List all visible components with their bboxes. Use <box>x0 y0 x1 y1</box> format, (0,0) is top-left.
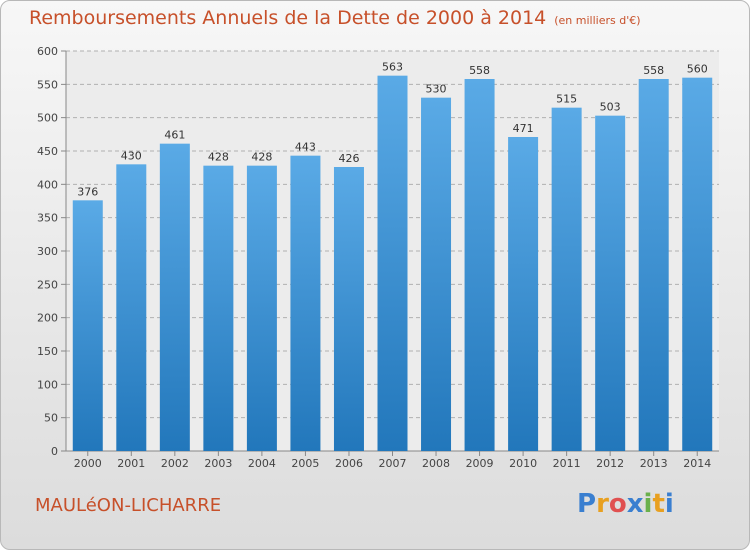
x-tick-label: 2007 <box>379 457 407 470</box>
x-tick-label: 2011 <box>553 457 581 470</box>
bar-value-label: 461 <box>164 129 185 142</box>
logo-letter: P <box>577 489 597 519</box>
bar-2001 <box>116 164 147 452</box>
y-tick-label: 450 <box>37 145 58 158</box>
y-tick-label: 550 <box>37 78 58 91</box>
y-tick-label: 50 <box>44 412 58 425</box>
bar-2009 <box>464 79 495 451</box>
x-tick-label: 2003 <box>204 457 232 470</box>
title-text: Remboursements Annuels de la Dette de 20… <box>29 7 547 29</box>
x-tick-label: 2014 <box>683 457 711 470</box>
logo-letter: i <box>643 489 653 519</box>
bar-value-label: 560 <box>687 63 708 76</box>
y-tick-label: 250 <box>37 278 58 291</box>
bar-2013 <box>638 79 669 451</box>
x-tick-label: 2002 <box>161 457 189 470</box>
x-tick-label: 2006 <box>335 457 363 470</box>
bar-2007 <box>377 75 408 452</box>
bar-value-label: 430 <box>121 149 142 162</box>
x-tick-label: 2001 <box>117 457 145 470</box>
bar-value-label: 471 <box>513 122 534 135</box>
bar-value-label: 376 <box>77 185 98 198</box>
logo-letter: r <box>596 489 609 519</box>
bar-value-label: 558 <box>643 64 664 77</box>
x-tick-label: 2012 <box>596 457 624 470</box>
x-tick-label: 2005 <box>291 457 319 470</box>
y-tick-label: 0 <box>51 445 58 458</box>
title-unit: (en milliers d'€) <box>554 14 641 27</box>
bar-2003 <box>203 165 234 451</box>
logo-letter: x <box>626 489 644 519</box>
x-tick-label: 2008 <box>422 457 450 470</box>
y-tick-label: 300 <box>37 245 58 258</box>
bar-2011 <box>551 107 582 452</box>
logo-letter: i <box>664 489 674 519</box>
bar-value-label: 443 <box>295 141 316 154</box>
y-tick-label: 200 <box>37 312 58 325</box>
bar-value-label: 503 <box>600 101 621 114</box>
place-name: MAULéON-LICHARRE <box>35 495 222 516</box>
x-tick-label: 2010 <box>509 457 537 470</box>
bar-2002 <box>159 143 190 451</box>
bar-value-label: 563 <box>382 61 403 74</box>
x-tick-label: 2000 <box>74 457 102 470</box>
y-tick-label: 100 <box>37 378 58 391</box>
chart-title: Remboursements Annuels de la Dette de 20… <box>29 7 641 29</box>
bar-value-label: 428 <box>208 151 229 164</box>
x-tick-label: 2004 <box>248 457 276 470</box>
proxiti-logo: Proxiti <box>577 489 674 519</box>
bar-2004 <box>246 165 277 451</box>
y-tick-label: 350 <box>37 212 58 225</box>
x-tick-label: 2013 <box>640 457 668 470</box>
bar-value-label: 426 <box>338 152 359 165</box>
bar-2012 <box>595 115 626 452</box>
bar-value-label: 530 <box>426 83 447 96</box>
bar-2000 <box>72 200 103 451</box>
bar-2014 <box>682 77 713 452</box>
logo-letter: t <box>652 489 665 519</box>
bar-2008 <box>421 97 452 452</box>
bar-value-label: 558 <box>469 64 490 77</box>
bar-2010 <box>508 137 539 451</box>
y-tick-label: 600 <box>37 45 58 58</box>
y-tick-label: 400 <box>37 178 58 191</box>
bar-2005 <box>290 155 321 451</box>
bar-value-label: 428 <box>251 151 272 164</box>
y-tick-label: 500 <box>37 112 58 125</box>
x-tick-label: 2009 <box>466 457 494 470</box>
bar-value-label: 515 <box>556 93 577 106</box>
bar-2006 <box>333 167 364 451</box>
y-tick-label: 150 <box>37 345 58 358</box>
logo-letter: o <box>608 489 627 519</box>
